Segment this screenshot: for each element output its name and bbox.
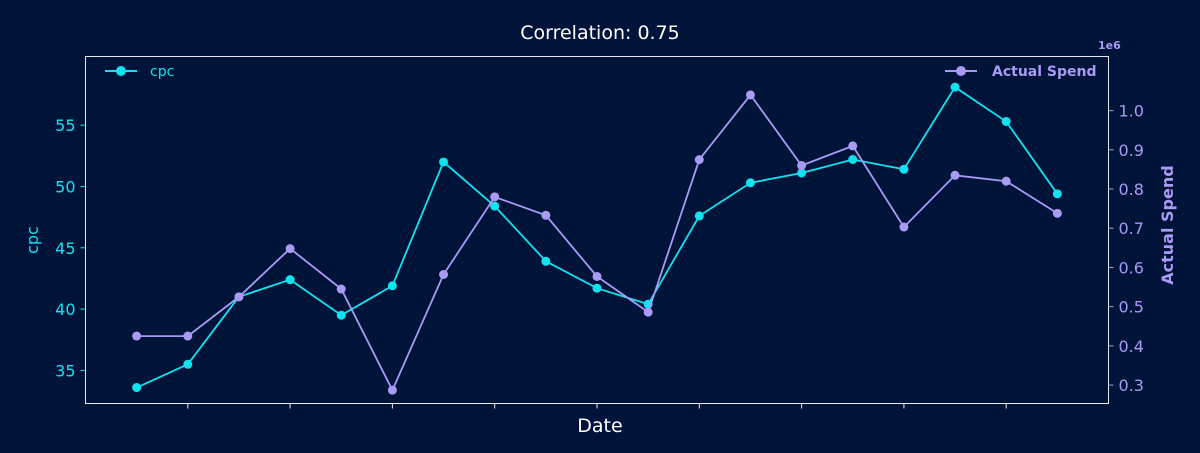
left-axis-label: cpc [23,226,42,254]
data-point-actual-spend [745,90,755,100]
legend-actual-spend-label: Actual Spend [992,64,1097,80]
left-tick-label: 55 [55,116,75,135]
legend-actual-spend-marker [956,66,966,76]
x-axis-label: Date [577,415,622,437]
right-tick-label: 0.4 [1119,337,1144,356]
data-point-cpc [848,154,858,164]
left-tick-label: 40 [55,300,75,319]
data-point-cpc [336,310,346,320]
legend-cpc: cpc [105,64,174,80]
data-point-actual-spend [387,385,397,395]
data-point-actual-spend [132,331,142,341]
data-point-cpc [797,168,807,178]
data-point-cpc [1052,189,1062,199]
chart-title: Correlation: 0.75 [520,22,680,44]
right-tick-label: 0.9 [1119,141,1144,160]
right-tick-label: 0.3 [1119,376,1144,395]
data-point-cpc [694,211,704,221]
legend-cpc-label: cpc [150,64,174,80]
data-point-actual-spend [1052,208,1062,218]
x-axis-ticks [187,403,1007,409]
data-point-actual-spend [541,210,551,220]
right-tick-label: 0.6 [1119,258,1144,277]
data-point-actual-spend [694,155,704,165]
data-point-actual-spend [643,307,653,317]
right-axis-label: Actual Spend [1158,165,1177,284]
data-point-actual-spend [439,270,449,280]
data-point-actual-spend [797,161,807,171]
data-point-actual-spend [234,292,244,302]
data-point-cpc [541,256,551,266]
data-point-cpc [950,82,960,92]
right-tick-label: 0.8 [1119,180,1144,199]
data-point-cpc [592,283,602,293]
data-point-cpc [387,281,397,291]
data-point-cpc [745,178,755,188]
data-point-actual-spend [285,244,295,254]
left-tick-label: 50 [55,177,75,196]
data-point-cpc [285,275,295,285]
data-point-actual-spend [490,192,500,202]
data-point-cpc [183,359,193,369]
legend-actual-spend: Actual Spend [945,64,1097,80]
data-point-actual-spend [950,170,960,180]
data-point-actual-spend [336,284,346,294]
left-tick-label: 45 [55,239,75,258]
right-tick-label: 1.0 [1119,102,1144,121]
data-point-cpc [132,383,142,393]
data-point-cpc [899,164,909,174]
series-layer [132,82,1062,395]
data-point-cpc [490,201,500,211]
legend-cpc-marker [116,66,126,76]
left-axis-ticks: 35 40 45 50 55 [55,116,86,380]
data-point-actual-spend [1001,176,1011,186]
data-point-cpc [439,157,449,167]
right-axis-offset-text: 1e6 [1098,39,1121,52]
data-point-actual-spend [899,222,909,232]
data-point-actual-spend [592,271,602,281]
right-axis-ticks: 0.3 0.4 0.5 0.6 0.7 0.8 0.9 1.0 [1108,102,1144,395]
data-point-actual-spend [848,141,858,151]
data-point-actual-spend [183,331,193,341]
right-tick-label: 0.7 [1119,219,1144,238]
data-point-cpc [1001,116,1011,126]
right-tick-label: 0.5 [1119,298,1144,317]
left-tick-label: 35 [55,361,75,380]
